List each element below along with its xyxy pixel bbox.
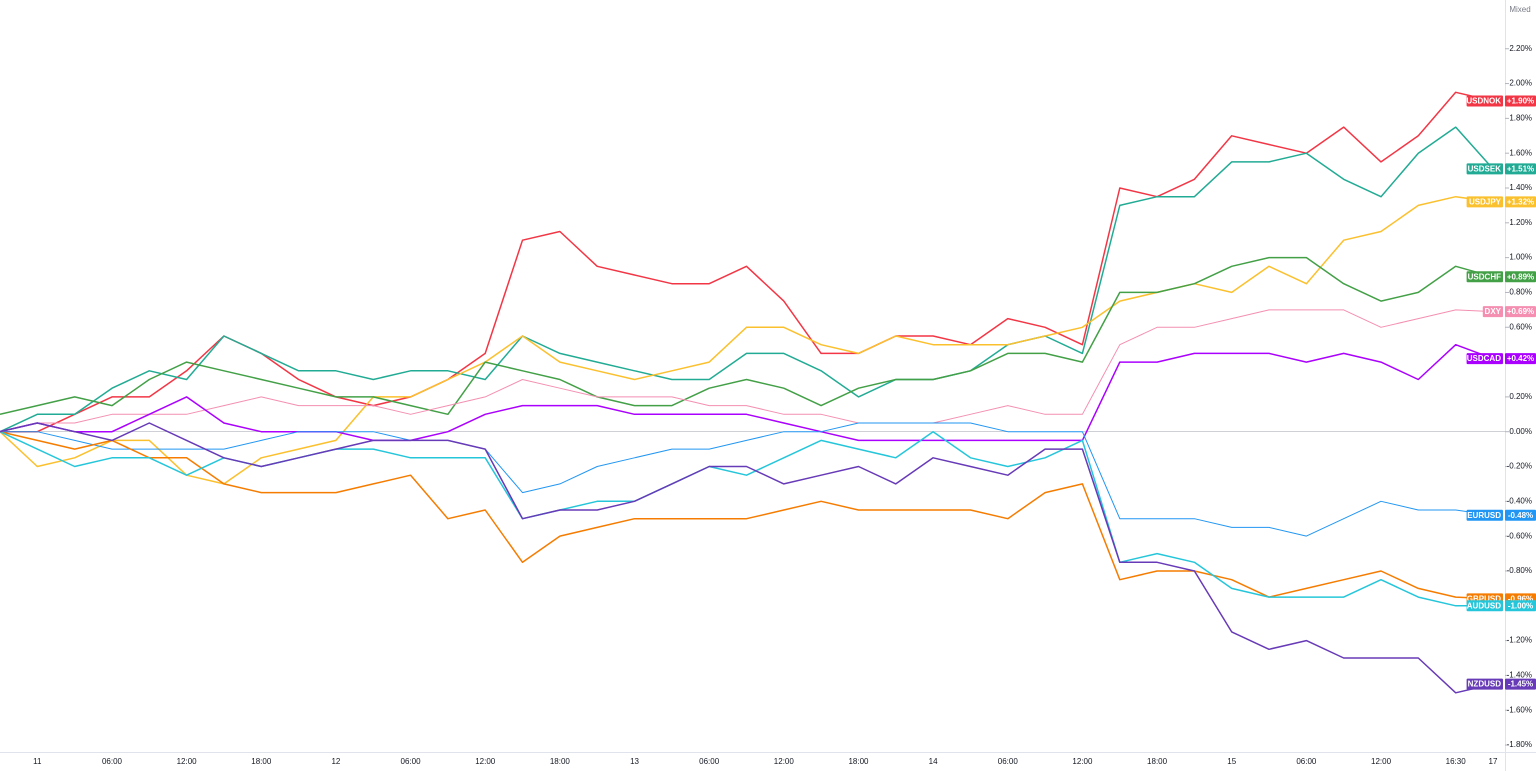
series-tag: AUDUSD -1.00% xyxy=(1466,600,1536,612)
series-tag: DXY +0.69% xyxy=(1482,306,1536,318)
value-box xyxy=(1505,678,1536,690)
series-name: EURUSD xyxy=(1467,511,1501,520)
series-name-box xyxy=(1466,678,1503,690)
x-tick-label: 06:00 xyxy=(401,757,422,766)
series-tag: USDSEK +1.51% xyxy=(1466,163,1536,175)
series-name: AUDUSD xyxy=(1467,601,1501,610)
x-tick-label: 18:00 xyxy=(550,757,571,766)
value-label: -0.48% xyxy=(1508,511,1533,520)
y-tick-label: 0.20% xyxy=(1509,392,1532,401)
y-tick-label: -0.40% xyxy=(1507,496,1532,505)
series-name-box xyxy=(1482,306,1503,318)
x-tick-label: 18:00 xyxy=(1147,757,1168,766)
y-tick-label: 0.60% xyxy=(1509,322,1532,331)
y-tick-label: -1.20% xyxy=(1507,636,1532,645)
value-box xyxy=(1505,271,1536,283)
y-tick-label: -1.80% xyxy=(1507,740,1532,749)
value-label: +0.69% xyxy=(1507,307,1534,316)
series-line xyxy=(0,309,1494,433)
series-name-box xyxy=(1466,196,1503,208)
series-name-box xyxy=(1466,600,1503,612)
value-label: -1.00% xyxy=(1508,601,1533,610)
series-tag: USDCAD +0.42% xyxy=(1466,353,1536,365)
value-label: -1.45% xyxy=(1508,680,1533,689)
series-name-box xyxy=(1466,509,1503,521)
series-name: USDJPY xyxy=(1469,198,1502,207)
x-tick-label: 18:00 xyxy=(848,757,869,766)
x-tick-label: 16:30 xyxy=(1446,757,1467,766)
y-tick-label: -0.60% xyxy=(1507,531,1532,540)
scale-mode[interactable]: Mixed xyxy=(1509,5,1530,14)
series-name: NZDUSD xyxy=(1468,680,1502,689)
series-line xyxy=(0,91,1494,433)
series-name-box xyxy=(1466,353,1503,365)
series-name-box xyxy=(1466,163,1503,175)
y-tick-label: 1.20% xyxy=(1509,218,1532,227)
y-tick-label: -1.40% xyxy=(1507,671,1532,680)
y-tick-label: 2.00% xyxy=(1509,79,1532,88)
value-box xyxy=(1505,196,1536,208)
value-label: +1.32% xyxy=(1507,198,1534,207)
series-name: DXY xyxy=(1485,307,1502,316)
y-tick-label: -1.60% xyxy=(1507,705,1532,714)
y-tick-label: 0.80% xyxy=(1509,288,1532,297)
series-line xyxy=(0,422,1494,694)
x-tick-label: 18:00 xyxy=(251,757,272,766)
x-tick-label: 06:00 xyxy=(1296,757,1317,766)
series-tag: USDNOK +1.90% xyxy=(1466,95,1536,107)
series-tag: USDCHF +0.89% xyxy=(1466,271,1536,283)
x-tick-label: 11 xyxy=(33,757,42,766)
series-line xyxy=(0,256,1494,416)
x-tick-label: 12:00 xyxy=(177,757,198,766)
y-tick-label: -0.20% xyxy=(1507,462,1532,471)
y-tick-label: -0.80% xyxy=(1507,566,1532,575)
series-line xyxy=(0,430,1494,600)
series-line xyxy=(0,195,1494,485)
x-tick-label: 15 xyxy=(1227,757,1236,766)
y-tick-label: 1.00% xyxy=(1509,253,1532,262)
value-label: +1.90% xyxy=(1507,97,1534,106)
series-name: USDNOK xyxy=(1466,97,1501,106)
series-line xyxy=(0,422,1494,537)
series-tag: USDJPY +1.32% xyxy=(1466,196,1536,208)
value-label: +0.89% xyxy=(1507,272,1534,281)
x-tick-label: 12:00 xyxy=(774,757,795,766)
value-box xyxy=(1505,353,1536,365)
x-tick-label: 06:00 xyxy=(998,757,1019,766)
value-box xyxy=(1505,509,1536,521)
x-tick-label: 06:00 xyxy=(102,757,123,766)
y-tick-label: 2.20% xyxy=(1509,44,1532,53)
series-name: GBPUSD xyxy=(1467,594,1501,603)
series-line xyxy=(0,343,1494,442)
series-name-box xyxy=(1466,95,1503,107)
y-tick-label: 1.60% xyxy=(1509,148,1532,157)
y-tick-label: 1.80% xyxy=(1509,113,1532,122)
value-box xyxy=(1505,95,1536,107)
x-tick-label: 12:00 xyxy=(1371,757,1392,766)
series-name: USDCHF xyxy=(1468,272,1501,281)
series-tag: NZDUSD -1.45% xyxy=(1466,678,1536,690)
value-box xyxy=(1505,163,1536,175)
series-name: USDSEK xyxy=(1468,164,1502,173)
x-tick-label: 12:00 xyxy=(475,757,496,766)
x-tick-label: 06:00 xyxy=(699,757,720,766)
series-name-box xyxy=(1466,271,1503,283)
y-tick-label: 1.40% xyxy=(1509,183,1532,192)
value-label: +1.51% xyxy=(1507,164,1534,173)
x-tick-label: 12:00 xyxy=(1072,757,1093,766)
x-tick-label: 17 xyxy=(1489,757,1498,766)
value-label: -0.96% xyxy=(1508,594,1533,603)
x-tick-label: 13 xyxy=(630,757,639,766)
series-name: USDCAD xyxy=(1467,354,1501,363)
x-tick-label: 14 xyxy=(929,757,938,766)
value-box xyxy=(1505,600,1536,612)
value-label: +0.42% xyxy=(1507,354,1534,363)
series-tag: EURUSD -0.48% xyxy=(1466,509,1536,521)
y-tick-label: 0.00% xyxy=(1509,427,1532,436)
x-tick-label: 12 xyxy=(331,757,340,766)
value-box xyxy=(1505,306,1536,318)
series-line xyxy=(0,126,1494,433)
